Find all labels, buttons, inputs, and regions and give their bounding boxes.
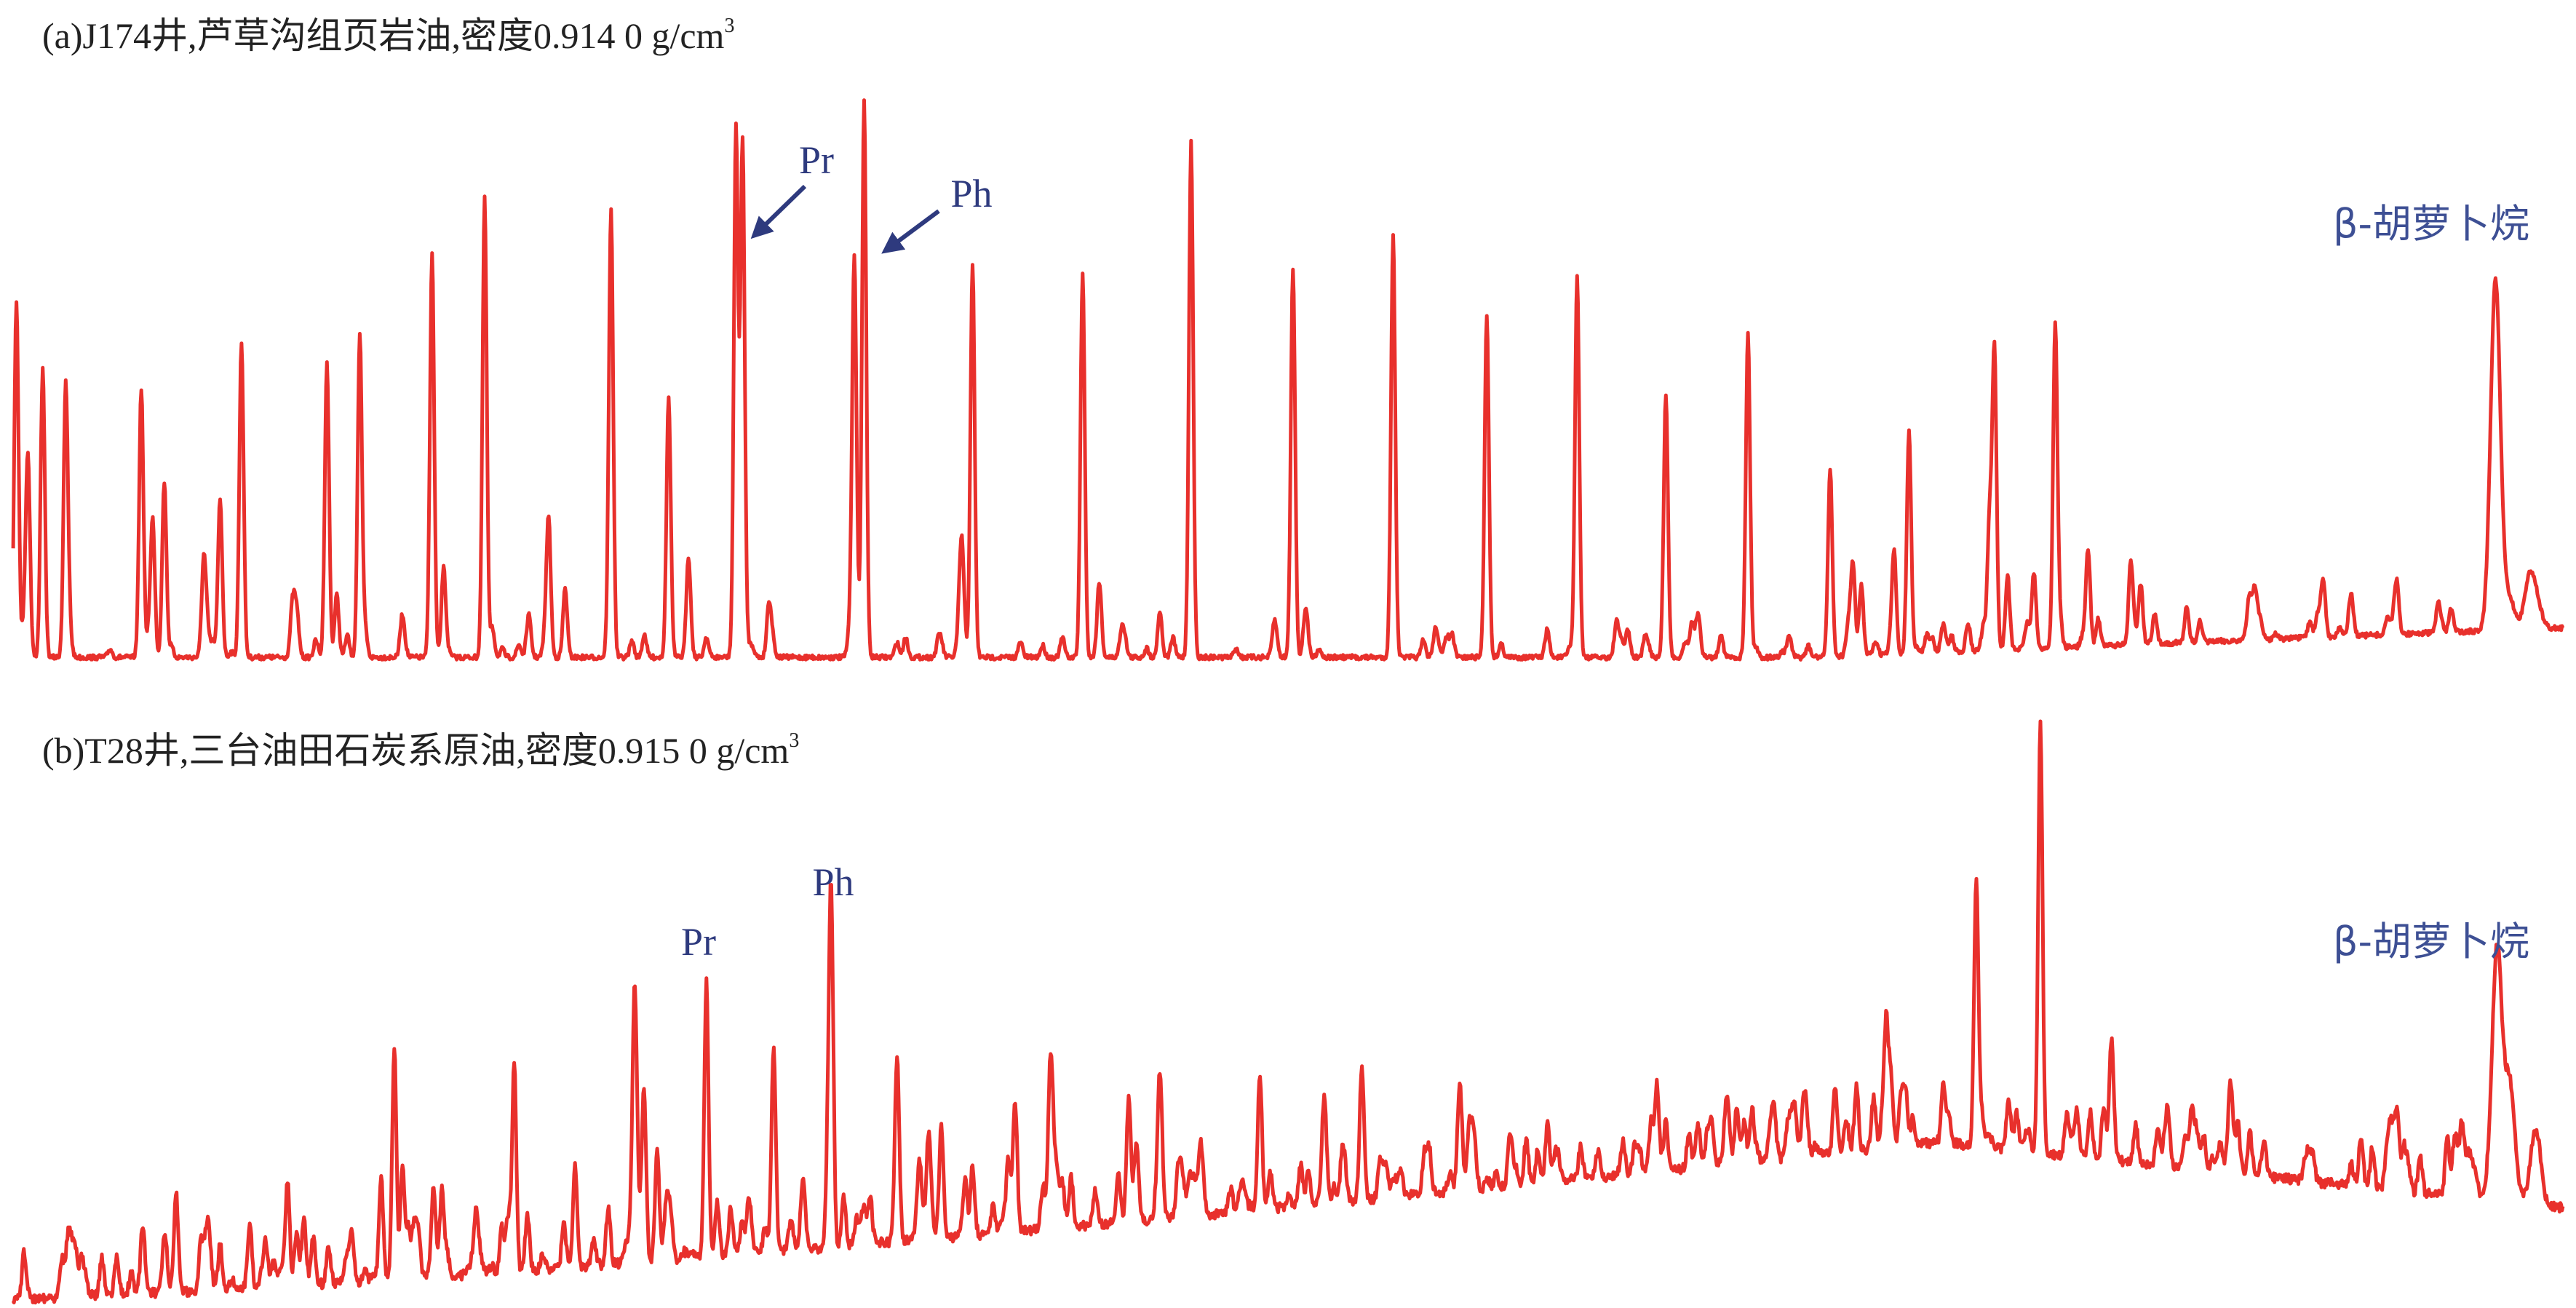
panel-title: (b)T28井,三台油田石炭系原油,密度0.915 0 g/cm3 [42, 729, 799, 771]
peak-label: Pr [681, 920, 716, 964]
title-text: (b)T28井,三台油田石炭系原油,密度0.915 0 g/cm [42, 730, 789, 771]
panel-title: (a)J174井,芦草沟组页岩油,密度0.914 0 g/cm3 [42, 15, 734, 56]
peak-label: Ph [812, 860, 854, 904]
compound-label: β-胡萝卜烷 [2333, 201, 2529, 247]
peak-label: Ph [950, 172, 992, 215]
peak-label: Pr [799, 138, 834, 182]
title-sup: 3 [789, 729, 799, 752]
title-sup: 3 [724, 15, 734, 37]
arrow [750, 184, 807, 239]
arrow [881, 209, 940, 254]
compound-label: β-胡萝卜烷 [2333, 919, 2529, 964]
chromatogram-trace [11, 719, 2565, 1305]
chromatogram-trace [11, 98, 2565, 662]
title-text: (a)J174井,芦草沟组页岩油,密度0.914 0 g/cm [42, 15, 725, 56]
